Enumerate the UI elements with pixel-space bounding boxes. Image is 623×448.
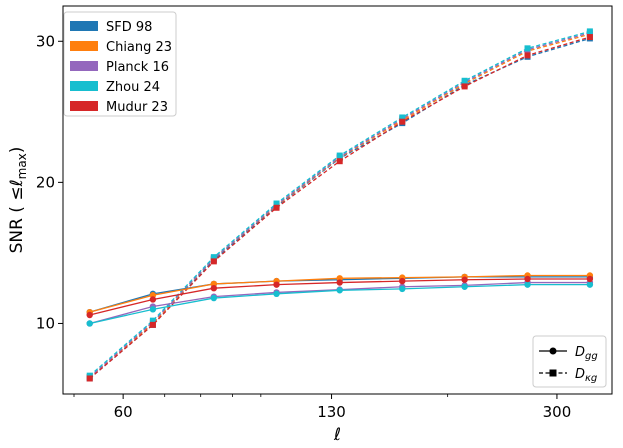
legend-swatch-planck-16 <box>70 61 98 71</box>
point-zhou-24-dgg <box>273 290 280 298</box>
point-mudur-23-dkg <box>461 83 468 90</box>
y-axis-label: SNR ( ≤ℓmax) <box>7 147 29 254</box>
point-zhou-24-dgg <box>149 306 157 313</box>
point-zhou-24-dgg <box>210 294 218 302</box>
point-zhou-24-dgg <box>336 287 343 294</box>
point-zhou-24-dkg <box>524 45 531 52</box>
point-mudur-23-dkg <box>273 204 280 211</box>
axes: 60 130 300 10 20 30 ℓ SNR ( ≤ℓmax) <box>7 5 613 445</box>
y-tick-label: 20 <box>36 173 55 191</box>
legend-label-mudur-23: Mudur 23 <box>106 100 168 115</box>
axes-frame <box>62 5 613 395</box>
point-mudur-23-dkg <box>336 158 343 165</box>
x-axis-label: ℓ <box>333 425 341 445</box>
plot-area <box>86 28 594 382</box>
point-mudur-23-dkg <box>586 34 593 41</box>
legend-swatch-zhou-24 <box>70 81 98 91</box>
style-legend-marker <box>549 347 557 355</box>
series-mudur-23-dgg <box>86 275 594 319</box>
x-tick-label: 60 <box>114 403 133 421</box>
point-zhou-24-dkg <box>586 28 593 35</box>
point-mudur-23-dkg <box>399 118 406 125</box>
legend-label-chiang-23: Chiang 23 <box>106 40 172 55</box>
y-tick-label: 30 <box>36 32 55 50</box>
legend-swatch-sfd-98 <box>70 21 98 31</box>
point-mudur-23-dgg <box>273 281 280 288</box>
point-mudur-23-dgg <box>149 296 157 303</box>
point-zhou-24-dgg <box>461 283 468 290</box>
point-zhou-24-dkg <box>461 77 468 84</box>
style-legend: Dgg Dκg <box>532 335 607 388</box>
series-legend: SFD 98 Chiang 23 Planck 16 Zhou 24 Mudur 23 <box>63 11 177 117</box>
legend-label-zhou-24: Zhou 24 <box>106 80 160 95</box>
point-zhou-24-dkg <box>273 200 280 207</box>
x-tick-label: 300 <box>543 403 572 421</box>
point-zhou-24-dgg <box>86 320 93 327</box>
style-legend-label: Dgg <box>575 345 598 362</box>
point-mudur-23-dgg <box>210 284 218 292</box>
legend-label-planck-16: Planck 16 <box>106 60 169 75</box>
point-mudur-23-dgg <box>336 279 343 286</box>
style-legend-marker <box>549 369 557 377</box>
point-zhou-24-dgg <box>586 281 594 288</box>
point-mudur-23-dgg <box>399 277 406 285</box>
point-zhou-24-dgg <box>399 285 406 293</box>
point-zhou-24-dkg <box>149 317 156 324</box>
series-planck-16-dgg <box>86 279 594 327</box>
point-zhou-24-dkg <box>399 114 406 121</box>
point-mudur-23-dgg <box>86 311 93 319</box>
series-zhou-24-dgg <box>86 281 594 327</box>
point-zhou-24-dkg <box>336 152 343 159</box>
point-zhou-24-dgg <box>524 281 531 288</box>
point-mudur-23-dkg <box>524 52 531 59</box>
point-mudur-23-dkg <box>86 375 93 382</box>
point-mudur-23-dgg <box>461 276 468 283</box>
point-mudur-23-dkg <box>210 258 217 265</box>
y-tick-label: 10 <box>36 314 55 332</box>
point-mudur-23-dgg <box>524 275 531 283</box>
legend-swatch-mudur-23 <box>70 101 98 111</box>
point-mudur-23-dkg <box>149 321 156 328</box>
legend-label-sfd-98: SFD 98 <box>106 20 152 35</box>
point-zhou-24-dkg <box>210 254 217 261</box>
legend-swatch-chiang-23 <box>70 41 98 51</box>
style-legend-label: Dκg <box>575 367 597 384</box>
point-mudur-23-dgg <box>586 275 594 283</box>
x-tick-label: 130 <box>317 403 346 421</box>
